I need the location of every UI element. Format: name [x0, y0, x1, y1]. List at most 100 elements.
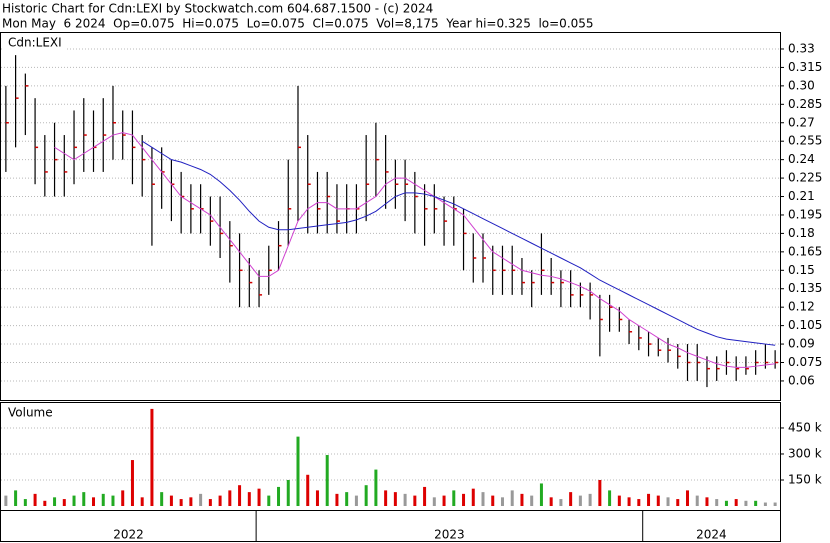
- volume-bar: [325, 455, 329, 506]
- y-tick-label: 150 k: [788, 472, 822, 486]
- volume-bar: [121, 490, 125, 506]
- y-tick-label: 300 k: [788, 446, 822, 460]
- y-tick-label: 0.15: [788, 263, 815, 277]
- volume-bar: [179, 499, 183, 506]
- volume-bar: [140, 497, 144, 506]
- x-tick-label: 2023: [434, 528, 465, 542]
- volume-bar: [228, 490, 232, 506]
- y-tick-label: 0.30: [788, 78, 815, 92]
- volume-bar: [296, 436, 300, 506]
- volume-bar: [744, 500, 748, 506]
- y-tick-label: 0.225: [788, 171, 822, 185]
- volume-bar: [384, 490, 388, 506]
- volume-bar: [724, 500, 728, 506]
- price-panel: [0, 32, 781, 401]
- volume-bar: [267, 495, 271, 506]
- volume-bar: [471, 488, 475, 506]
- volume-bar: [705, 497, 709, 506]
- volume-bar: [111, 495, 115, 506]
- volume-bar: [500, 497, 504, 506]
- volume-bar: [14, 490, 18, 506]
- volume-bar: [130, 460, 134, 506]
- volume-bar: [608, 490, 612, 506]
- volume-bar: [617, 495, 621, 506]
- volume-bar: [403, 493, 407, 506]
- y-tick-label: 0.165: [788, 244, 822, 258]
- chart-subtitle: Mon May 6 2024 Op=0.075 Hi=0.075 Lo=0.07…: [2, 17, 594, 31]
- legend-label: Cdn:LEXI: [8, 36, 62, 50]
- y-tick-label: 0.24: [788, 152, 815, 166]
- volume-bar: [442, 495, 446, 506]
- volume-bar: [238, 485, 242, 506]
- y-tick-label: 450 k: [788, 420, 822, 434]
- volume-bar: [510, 490, 514, 506]
- chart-title: Historic Chart for Cdn:LEXI by Stockwatc…: [2, 2, 433, 16]
- volume-bar: [364, 485, 368, 506]
- volume-bar: [345, 492, 349, 506]
- y-tick-label: 0.27: [788, 115, 815, 129]
- volume-bar: [539, 483, 543, 506]
- volume-bar: [452, 490, 456, 506]
- volume-bar: [569, 492, 573, 506]
- date-axis: [0, 510, 781, 542]
- y-tick-label: 0.12: [788, 300, 815, 314]
- volume-bar: [286, 479, 290, 506]
- volume-bar: [647, 493, 651, 506]
- volume-bar: [432, 497, 436, 506]
- volume-bar: [676, 499, 680, 506]
- volume-bar: [4, 495, 8, 506]
- volume-bar: [335, 493, 339, 506]
- volume-bar: [150, 408, 154, 506]
- volume-bar: [423, 486, 427, 506]
- volume-bar: [413, 495, 417, 506]
- volume-bar: [637, 499, 641, 506]
- volume-bar: [33, 493, 37, 506]
- volume-bar: [754, 500, 758, 506]
- volume-bar: [43, 500, 47, 506]
- volume-bar: [462, 493, 466, 506]
- volume-bar: [199, 493, 203, 506]
- volume-bar: [715, 499, 719, 506]
- volume-bar: [588, 493, 592, 506]
- volume-bar: [374, 469, 378, 506]
- volume-bar: [277, 486, 281, 506]
- y-tick-label: 0.315: [788, 60, 822, 74]
- y-tick-label: 0.09: [788, 337, 815, 351]
- volume-bar: [189, 497, 193, 506]
- volume-bar: [160, 492, 164, 506]
- volume-panel: [0, 402, 781, 511]
- volume-bar: [578, 495, 582, 506]
- volume-bar: [491, 495, 495, 506]
- volume-title: Volume: [8, 406, 53, 420]
- volume-bar: [23, 499, 27, 506]
- volume-bar: [218, 495, 222, 506]
- volume-bar: [530, 495, 534, 506]
- volume-bar: [306, 474, 310, 506]
- volume-bar: [169, 495, 173, 506]
- y-tick-label: 0.33: [788, 41, 815, 55]
- volume-bar: [82, 492, 86, 506]
- volume-bar: [101, 493, 105, 506]
- y-tick-label: 0.105: [788, 318, 822, 332]
- volume-bar: [598, 479, 602, 506]
- volume-bar: [393, 492, 397, 506]
- y-tick-label: 0.135: [788, 281, 822, 295]
- y-tick-label: 0.06: [788, 373, 815, 387]
- volume-bar: [257, 488, 261, 506]
- volume-bar: [53, 497, 57, 506]
- moving-average-line: [141, 140, 776, 346]
- volume-bar: [92, 497, 96, 506]
- volume-bar: [72, 495, 76, 506]
- volume-bar: [685, 490, 689, 506]
- volume-bar: [62, 499, 66, 506]
- volume-bar: [481, 492, 485, 506]
- volume-bar: [666, 497, 670, 506]
- y-tick-label: 0.18: [788, 226, 815, 240]
- volume-bar: [520, 493, 524, 506]
- volume-bar: [656, 495, 660, 506]
- legend-box: [4, 36, 66, 51]
- volume-bar: [208, 499, 212, 506]
- volume-bar: [559, 499, 563, 506]
- y-tick-label: 0.255: [788, 134, 822, 148]
